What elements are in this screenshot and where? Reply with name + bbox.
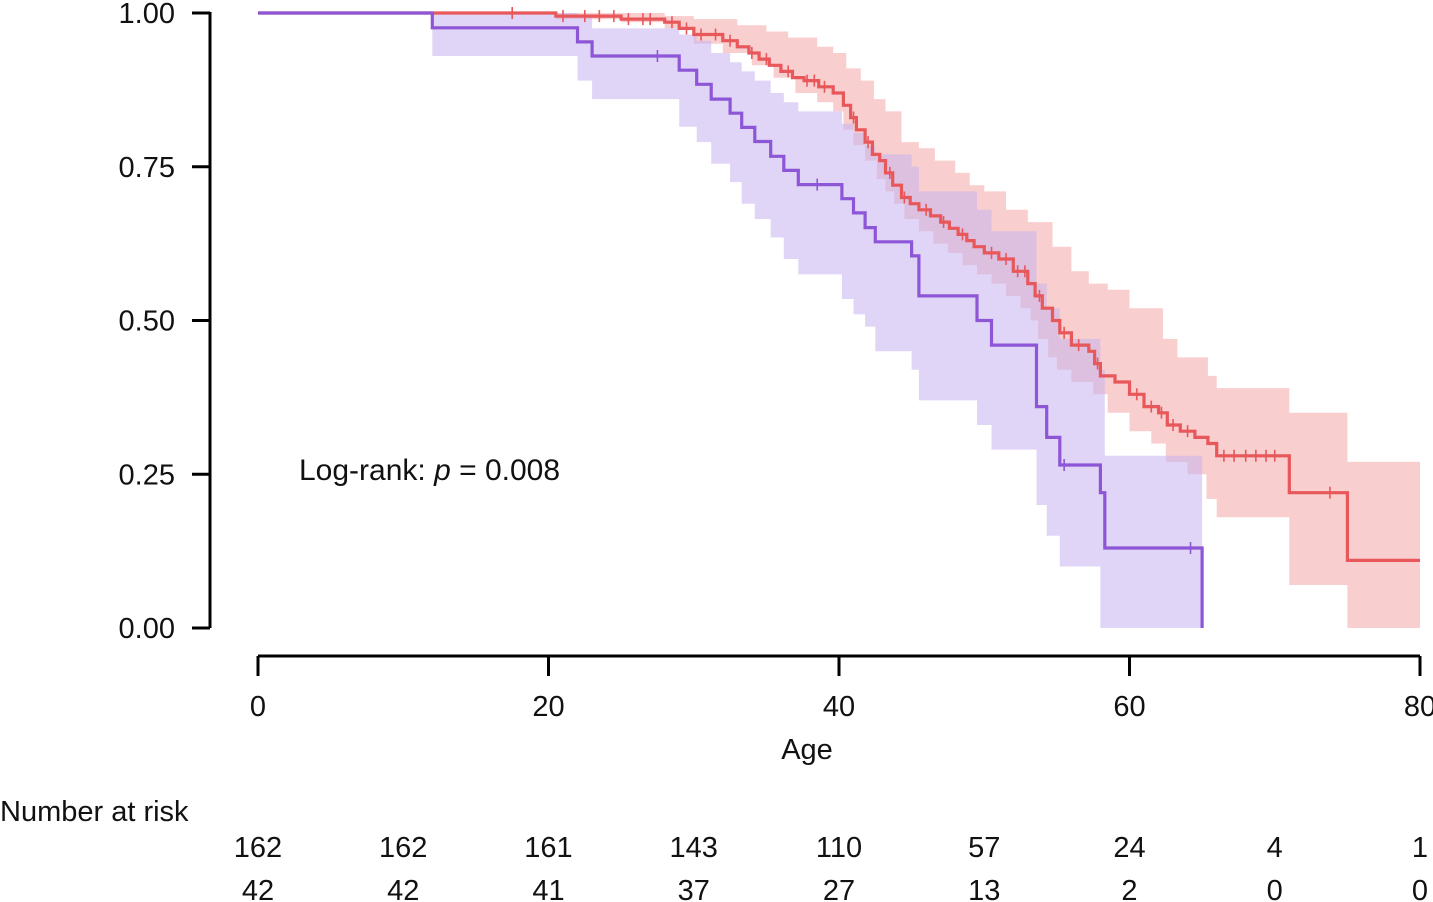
risk-count-cell: 42 (242, 875, 274, 902)
log-rank-annotation: Log-rank: p = 0.008 (299, 454, 560, 487)
y-tick-label: 0.00 (119, 613, 175, 645)
risk-count-cell: 13 (968, 875, 1000, 902)
y-tick-label: 0.50 (119, 306, 175, 338)
risk-count-cell: 57 (968, 832, 1000, 864)
x-axis: 0 20 40 60 80 (250, 654, 1433, 723)
risk-count-cell: 37 (678, 875, 710, 902)
x-tick-label: 40 (823, 691, 855, 723)
risk-count-cell: 27 (823, 875, 855, 902)
risk-count-cell: 24 (1113, 832, 1145, 864)
red-group-ci-band (258, 13, 1420, 628)
risk-count-cell: 162 (379, 832, 427, 864)
risk-count-cell: 0 (1412, 875, 1428, 902)
y-tick-label: 0.25 (119, 459, 175, 491)
risk-count-cell: 162 (234, 832, 282, 864)
confidence-bands (258, 13, 1420, 628)
x-axis-title: Age (781, 734, 833, 766)
y-tick-label: 1.00 (119, 0, 175, 30)
purple-group-ci-band (258, 13, 1203, 628)
risk-count-cell: 41 (532, 875, 564, 902)
purple-group-survival-line (258, 11, 1204, 628)
risk-table: 162 162 161 143 110 57 24 4 142 42 41 37 27 13 2 0 0 (234, 832, 1428, 902)
risk-count-cell: 1 (1412, 832, 1428, 864)
x-tick-label: 0 (250, 691, 266, 723)
risk-table-title: Number at risk (0, 796, 189, 828)
risk-count-cell: 143 (670, 832, 718, 864)
x-tick-label: 20 (532, 691, 564, 723)
y-tick-label: 0.75 (119, 152, 175, 184)
x-tick-label: 80 (1404, 691, 1433, 723)
risk-count-cell: 42 (387, 875, 419, 902)
risk-count-cell: 110 (816, 832, 862, 864)
risk-count-cell: 0 (1267, 875, 1283, 902)
risk-count-cell: 161 (524, 832, 572, 864)
risk-count-cell: 2 (1121, 875, 1137, 902)
y-axis: 0.00 0.25 0.50 0.75 1.00 (119, 0, 212, 645)
risk-count-cell: 4 (1267, 832, 1283, 864)
x-tick-label: 60 (1113, 691, 1145, 723)
censor-marks (511, 7, 1331, 555)
